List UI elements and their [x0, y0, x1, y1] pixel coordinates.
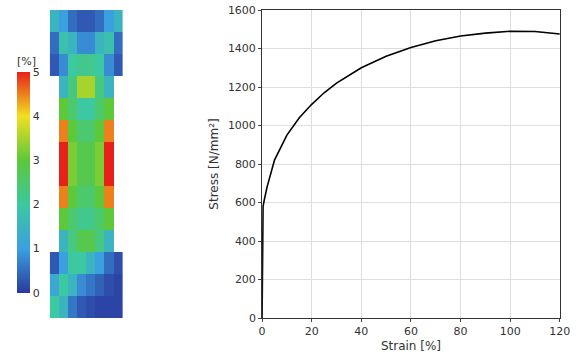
svg-text:120: 120: [549, 325, 570, 338]
svg-text:0: 0: [33, 287, 40, 300]
svg-text:Stress [N/mm²]: Stress [N/mm²]: [207, 118, 221, 209]
svg-text:40: 40: [354, 325, 368, 338]
svg-text:[%]: [%]: [17, 55, 36, 68]
svg-text:400: 400: [235, 235, 256, 248]
svg-text:1: 1: [33, 242, 40, 255]
svg-text:4: 4: [33, 110, 40, 123]
svg-text:Strain [%]: Strain [%]: [381, 339, 441, 353]
svg-text:100: 100: [500, 325, 521, 338]
svg-text:1200: 1200: [228, 81, 256, 94]
svg-text:3: 3: [33, 154, 40, 167]
svg-text:20: 20: [305, 325, 319, 338]
svg-text:600: 600: [235, 196, 256, 209]
svg-text:200: 200: [235, 273, 256, 286]
svg-text:1400: 1400: [228, 42, 256, 55]
svg-text:1600: 1600: [228, 4, 256, 17]
svg-text:80: 80: [454, 325, 468, 338]
svg-text:0: 0: [249, 312, 256, 325]
svg-text:800: 800: [235, 158, 256, 171]
svg-text:1000: 1000: [228, 119, 256, 132]
svg-text:0: 0: [259, 325, 266, 338]
svg-text:5: 5: [33, 66, 40, 79]
svg-text:2: 2: [33, 198, 40, 211]
svg-text:60: 60: [404, 325, 418, 338]
